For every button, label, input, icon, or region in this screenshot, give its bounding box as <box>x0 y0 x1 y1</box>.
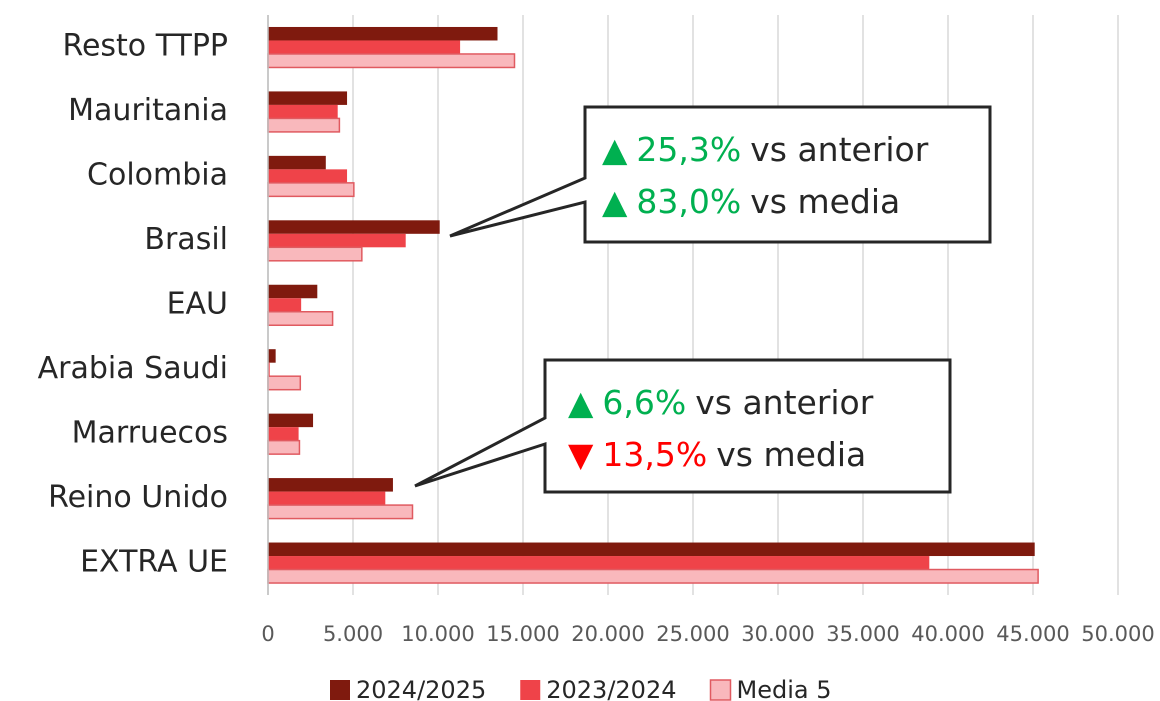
x-tick-label: 35.000 <box>826 622 899 646</box>
bar <box>268 427 299 441</box>
bar <box>268 491 386 506</box>
category-label: EXTRA UE <box>80 544 228 579</box>
category-label: EAU <box>167 287 228 322</box>
x-tick-label: 15.000 <box>486 622 559 646</box>
bar <box>267 439 301 455</box>
bar <box>268 542 1035 557</box>
x-tick-label: 0 <box>261 622 274 646</box>
category-label: Mauritania <box>68 93 228 128</box>
annotation: ▲ 25,3% vs anterior <box>602 130 929 169</box>
bar <box>268 91 348 105</box>
x-tick-label: 45.000 <box>996 622 1069 646</box>
bar <box>268 26 498 41</box>
annotation: ▲ 83,0% vs media <box>602 182 900 221</box>
bar <box>267 375 302 391</box>
callout-box <box>449 105 992 244</box>
x-tick-label: 20.000 <box>571 622 644 646</box>
bar <box>268 104 338 119</box>
bar <box>267 504 414 520</box>
category-label: Resto TTPP <box>62 29 228 64</box>
legend-swatch <box>520 680 541 700</box>
legend-label: Media 5 <box>737 676 832 701</box>
annotation-value: 25,3% <box>636 130 741 169</box>
bar <box>268 233 406 248</box>
bar <box>268 556 930 570</box>
annotation: ▼ 13,5% vs media <box>568 435 866 474</box>
bar <box>267 53 516 69</box>
bar <box>267 311 334 326</box>
bar <box>268 349 276 363</box>
x-tick-label: 30.000 <box>741 622 814 646</box>
bar <box>267 117 341 133</box>
category-label: Marruecos <box>72 415 228 450</box>
legend-swatch <box>330 680 350 700</box>
bar <box>267 182 355 198</box>
annotation-value: 83,0% <box>636 182 741 221</box>
x-tick-label: 5.000 <box>323 622 383 646</box>
bar <box>268 40 461 54</box>
x-tick-label: 10.000 <box>401 622 474 646</box>
legend-label: 2023/2024 <box>546 676 676 701</box>
annotation-marker: ▲ <box>568 383 594 422</box>
category-label: Reino Unido <box>48 480 228 515</box>
bar <box>268 298 302 312</box>
x-tick-label: 40.000 <box>911 622 984 646</box>
bar <box>268 362 270 377</box>
bar <box>268 478 393 492</box>
bar <box>268 155 326 170</box>
annotation-marker: ▼ <box>568 435 594 474</box>
category-label: Brasil <box>144 222 228 257</box>
annotation-value: 13,5% <box>602 435 707 474</box>
x-tick-label: 25.000 <box>656 622 729 646</box>
bar <box>268 169 348 183</box>
bar <box>268 220 440 234</box>
legend-swatch <box>709 679 732 701</box>
bar <box>268 284 318 299</box>
category-label: Colombia <box>87 158 228 193</box>
annotation-text: vs media <box>716 435 866 474</box>
category-label: Arabia Saudi <box>38 351 228 386</box>
x-tick-label: 50.000 <box>1081 622 1154 646</box>
bar <box>267 246 363 262</box>
annotation-text: vs anterior <box>695 383 874 422</box>
legend-label: 2024/2025 <box>356 676 486 701</box>
annotation-marker: ▲ <box>602 130 628 169</box>
annotation: ▲ 6,6% vs anterior <box>568 383 874 422</box>
annotation-value: 6,6% <box>602 383 686 422</box>
annotation-text: vs anterior <box>750 130 929 169</box>
callout-box <box>414 358 952 494</box>
bar <box>268 413 314 428</box>
annotation-marker: ▲ <box>602 182 628 221</box>
annotation-text: vs media <box>750 182 900 221</box>
bar <box>267 568 1039 584</box>
